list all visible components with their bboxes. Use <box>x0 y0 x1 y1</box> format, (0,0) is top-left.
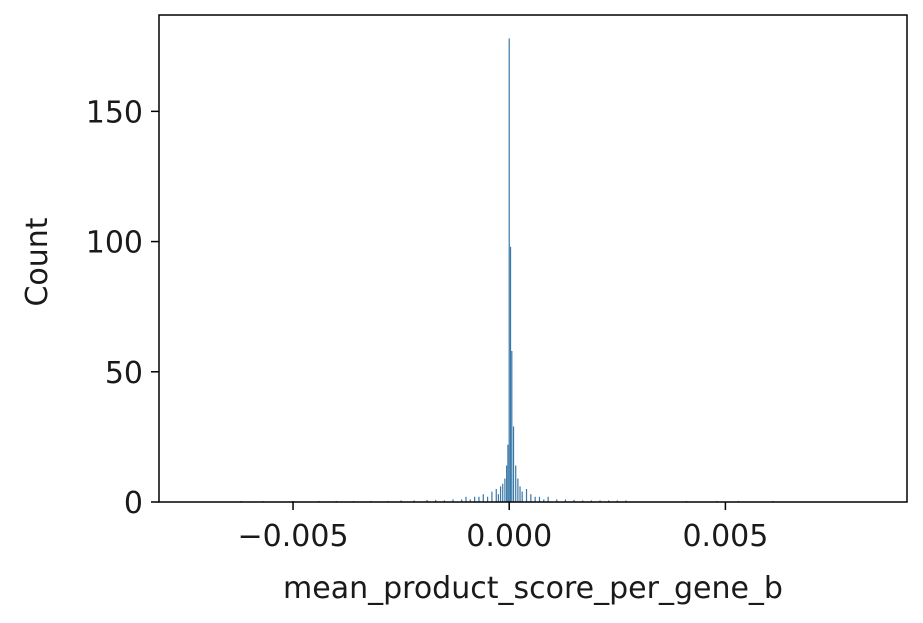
histogram-bar <box>534 496 536 502</box>
histogram-bar <box>497 494 500 502</box>
histogram-bar <box>616 500 618 502</box>
histogram-bar <box>530 494 532 502</box>
plot-frame <box>158 14 908 503</box>
x-tick-label: −0.005 <box>238 519 349 554</box>
histogram-bar <box>608 500 610 502</box>
histogram-bar <box>517 478 519 502</box>
histogram-bar <box>506 465 508 502</box>
x-axis-label: mean_product_score_per_gene_b <box>283 571 783 606</box>
histogram-bar <box>515 465 517 502</box>
x-axis-ticks: −0.005 0.000 0.005 <box>238 502 768 554</box>
histogram-bar <box>599 500 601 502</box>
histogram-bar <box>461 499 463 502</box>
histogram-bar <box>573 499 575 502</box>
histogram-bar <box>469 499 471 502</box>
histogram-bar <box>511 350 513 502</box>
histogram-bar <box>452 499 454 502</box>
histogram-bar <box>512 426 515 502</box>
histogram-bar <box>426 499 428 502</box>
y-tick-label: 50 <box>105 356 143 391</box>
histogram-bar <box>509 246 512 502</box>
histogram-bar <box>495 488 497 502</box>
histogram-bar <box>547 496 549 502</box>
histogram-bar <box>564 499 567 502</box>
x-tick-label: 0.005 <box>682 519 768 554</box>
histogram-bar <box>478 496 480 502</box>
y-axis-ticks: 0 50 100 150 <box>86 95 159 521</box>
histogram-bars <box>240 38 774 502</box>
histogram-bar <box>590 500 592 502</box>
histogram-bar <box>482 494 484 502</box>
histogram-bar <box>474 496 476 502</box>
y-tick-label: 0 <box>124 486 143 521</box>
histogram-bar <box>521 491 523 502</box>
histogram-bar <box>543 499 545 502</box>
histogram-bar <box>502 483 504 502</box>
histogram-bar <box>491 491 493 502</box>
histogram-bar <box>487 496 489 502</box>
histogram-bar <box>519 486 521 502</box>
histogram-bar <box>435 499 437 502</box>
y-tick-label: 150 <box>86 95 143 130</box>
histogram-bar <box>499 486 502 502</box>
histogram-bar <box>443 500 445 502</box>
histogram-bar <box>508 38 510 502</box>
x-tick-label: 0.000 <box>466 519 552 554</box>
histogram-bar <box>507 444 509 502</box>
histogram-bar <box>525 488 528 502</box>
histogram-bar <box>400 500 402 502</box>
histogram-bar <box>625 500 627 502</box>
y-axis-label: Count <box>20 217 55 306</box>
histogram-bar <box>556 499 558 502</box>
y-tick-label: 100 <box>86 226 143 261</box>
histogram-bar <box>465 496 467 502</box>
histogram-bar <box>413 500 415 502</box>
histogram-bar <box>582 500 584 502</box>
histogram-bar <box>538 496 541 502</box>
histogram-bar <box>504 478 506 502</box>
